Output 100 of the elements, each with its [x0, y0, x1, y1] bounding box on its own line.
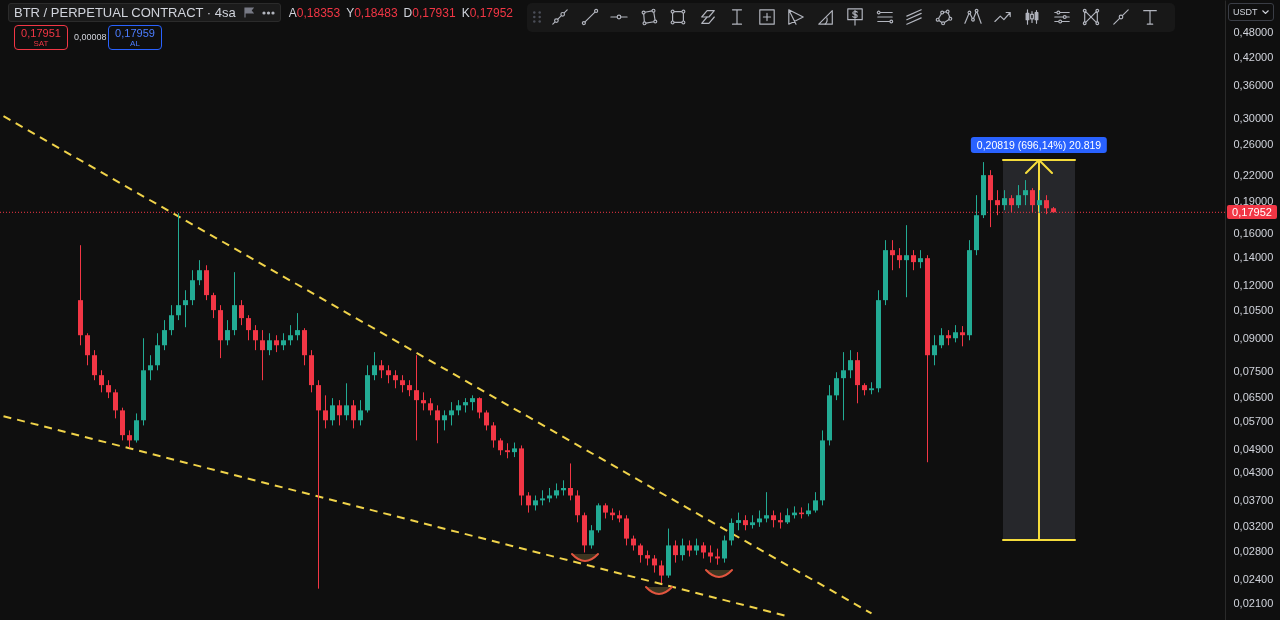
annotation: A0,18353	[288, 5, 341, 20]
candlestick	[435, 404, 440, 444]
y-tick-label: 0,12000	[1233, 279, 1274, 292]
candlestick	[673, 539, 678, 564]
candlestick	[491, 421, 496, 449]
y-tick-label: 0,04300	[1233, 466, 1274, 479]
y-tick-label: 0,36000	[1233, 78, 1274, 91]
annotation: 0,17959	[114, 27, 156, 39]
annotation: Y0,18483	[346, 5, 398, 20]
y-tick-label: 0,30000	[1233, 112, 1274, 125]
candlestick	[484, 409, 489, 431]
y-tick-label: 0,02800	[1233, 544, 1274, 557]
candlestick	[155, 332, 160, 371]
candlestick	[176, 212, 181, 321]
ref-line-label: 0,17952	[1227, 205, 1277, 220]
candlestick	[442, 409, 447, 431]
candlestick	[337, 399, 342, 426]
candlestick	[638, 543, 643, 564]
candlestick	[183, 289, 188, 328]
candlestick	[260, 329, 265, 381]
candlestick	[414, 354, 419, 441]
candlestick	[813, 491, 818, 514]
buy-button: 0,17959 AL	[108, 25, 162, 50]
candlestick	[624, 514, 629, 546]
candlestick	[148, 354, 153, 381]
y-axis-title: USDT	[1233, 7, 1258, 17]
y-tick-label: 0,05700	[1233, 415, 1274, 428]
y-tick-label: 0,02400	[1233, 572, 1274, 585]
y-tick-label: 0,16000	[1233, 226, 1274, 239]
candlestick	[526, 491, 531, 514]
candlestick	[85, 332, 90, 366]
candlestick	[421, 391, 426, 411]
candlestick	[1023, 179, 1028, 206]
candlestick	[316, 379, 321, 590]
y-tick-label: 0,03200	[1233, 520, 1274, 533]
candlestick	[680, 538, 685, 562]
candlestick	[225, 319, 230, 346]
y-tick-label: 0,10500	[1233, 303, 1274, 316]
candlestick	[197, 259, 202, 286]
candlestick	[890, 239, 895, 271]
candlestick	[330, 397, 335, 426]
candlestick	[1037, 189, 1042, 214]
candlestick	[589, 524, 594, 550]
y-tick-label: 0,04900	[1233, 442, 1274, 455]
candlestick	[764, 491, 769, 523]
candlestick	[918, 249, 923, 269]
annotation: 0,17951	[20, 27, 62, 39]
candlestick	[1016, 184, 1021, 209]
candlestick	[351, 399, 356, 429]
candlestick	[575, 489, 580, 523]
candlestick	[134, 412, 139, 444]
annotation: SAT	[32, 39, 50, 49]
y-tick-label: 0,06500	[1233, 391, 1274, 404]
candlestick	[162, 319, 167, 351]
candlestick	[932, 334, 937, 366]
candlestick	[239, 299, 244, 326]
annotation: K0,17952	[461, 5, 514, 20]
candlestick	[379, 359, 384, 379]
candlestick	[897, 247, 902, 269]
candlestick	[659, 560, 664, 584]
y-tick-label: 0,22000	[1233, 168, 1274, 181]
candlestick	[449, 401, 454, 426]
candlestick	[568, 462, 573, 501]
candlestick	[848, 349, 853, 379]
candlestick	[393, 369, 398, 389]
candlestick	[911, 249, 916, 271]
y-tick-label: 0,14000	[1233, 251, 1274, 264]
candlestick	[113, 388, 118, 419]
y-tick-label: 0,48000	[1233, 26, 1274, 39]
candlestick	[729, 517, 734, 546]
candlestick	[253, 324, 258, 351]
y-tick-label: 0,19000	[1233, 195, 1274, 208]
annotation: AL	[129, 39, 141, 49]
candlestick	[99, 369, 104, 393]
candlestick	[246, 314, 251, 341]
annotation: 0,00008	[74, 32, 107, 42]
candlestick	[834, 371, 839, 401]
candlestick	[358, 399, 363, 426]
y-tick-label: 0,02100	[1233, 597, 1274, 610]
candlestick	[960, 325, 965, 347]
y-tick-label: 0,26000	[1233, 138, 1274, 151]
sell-button: 0,17951 SAT	[14, 25, 68, 50]
candlestick	[92, 349, 97, 381]
candlestick	[939, 327, 944, 349]
y-tick-label: 0,09000	[1233, 331, 1274, 344]
annotation: 0,20819 (696,14%) 20.819	[970, 137, 1108, 153]
candlestick	[295, 312, 300, 341]
candlestick	[372, 351, 377, 381]
annotation: D0,17931	[403, 5, 456, 20]
candlestick	[169, 304, 174, 336]
candlestick	[841, 351, 846, 421]
candlestick	[722, 535, 727, 564]
chart-title: BTR / PERPETUAL CONTRACT · 4sa	[14, 5, 236, 20]
candlestick	[386, 364, 391, 384]
candlestick	[1002, 189, 1007, 211]
y-tick-label: 0,42000	[1233, 50, 1274, 63]
candlestick	[904, 224, 909, 298]
candlestick	[190, 269, 195, 306]
candlestick	[267, 332, 272, 356]
candlestick	[344, 382, 349, 421]
